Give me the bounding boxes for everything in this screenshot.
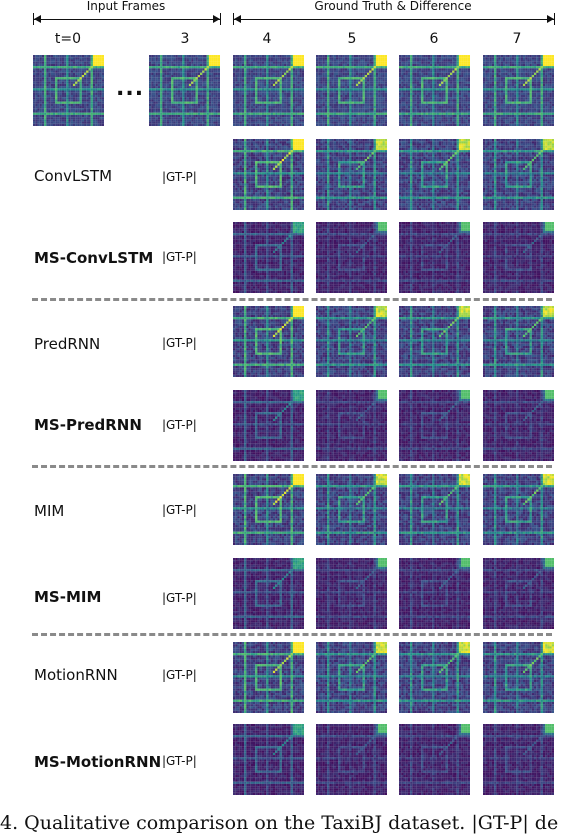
heatmap-frame: [483, 306, 554, 377]
heatmap-frame: [399, 642, 470, 713]
heatmap-frame: [483, 474, 554, 545]
model-label-predrnn: PredRNN: [34, 335, 100, 353]
ellipsis: ...: [116, 76, 144, 101]
gt-p-label: |GT-P|: [162, 250, 197, 264]
heatmap-frame: [399, 474, 470, 545]
heatmap-frame: [316, 474, 387, 545]
timestep-label: 5: [322, 31, 382, 47]
input-frames-label: Input Frames: [33, 0, 219, 13]
timestep-label: t=0: [38, 31, 98, 47]
figure-caption: 4. Qualitative comparison on the TaxiBJ …: [0, 812, 558, 834]
heatmap-frame: [316, 55, 387, 126]
model-label-motionrnn: MotionRNN: [34, 666, 118, 684]
gt-p-label: |GT-P|: [162, 418, 197, 432]
heatmap-frame: [233, 642, 304, 713]
ground-truth-bracket: [233, 13, 555, 25]
heatmap-frame: [399, 306, 470, 377]
ground-truth-label: Ground Truth & Difference: [233, 0, 553, 13]
heatmap-frame: [483, 55, 554, 126]
heatmap-frame: [233, 724, 304, 795]
heatmap-frame: [316, 306, 387, 377]
separator: [32, 298, 552, 301]
input-frames-bracket: [33, 13, 221, 25]
heatmap-frame: [483, 558, 554, 629]
heatmap-frame: [399, 55, 470, 126]
model-label-ms-convlstm: MS-ConvLSTM: [34, 249, 153, 267]
model-label-ms-mim: MS-MIM: [34, 588, 101, 606]
gt-p-label: |GT-P|: [162, 503, 197, 517]
heatmap-frame: [399, 139, 470, 210]
timestep-label: 7: [487, 31, 547, 47]
model-label-ms-motionrnn: MS-MotionRNN: [34, 753, 161, 771]
heatmap-frame: [316, 390, 387, 461]
heatmap-frame: [399, 558, 470, 629]
heatmap-frame: [149, 55, 220, 126]
gt-p-label: |GT-P|: [162, 591, 197, 605]
heatmap-frame: [316, 558, 387, 629]
heatmap-frame: [483, 222, 554, 293]
model-label-ms-predrnn: MS-PredRNN: [34, 416, 142, 434]
heatmap-frame: [399, 390, 470, 461]
heatmap-frame: [233, 222, 304, 293]
heatmap-frame: [233, 306, 304, 377]
gt-p-label: |GT-P|: [162, 336, 197, 350]
heatmap-frame: [233, 55, 304, 126]
heatmap-frame: [233, 558, 304, 629]
heatmap-frame: [233, 474, 304, 545]
timestep-label: 3: [155, 31, 215, 47]
gt-p-label: |GT-P|: [162, 170, 197, 184]
heatmap-frame: [316, 139, 387, 210]
heatmap-frame: [483, 642, 554, 713]
heatmap-frame: [316, 642, 387, 713]
heatmap-frame: [233, 139, 304, 210]
gt-p-label: |GT-P|: [162, 754, 197, 768]
heatmap-frame: [483, 139, 554, 210]
heatmap-frame: [483, 390, 554, 461]
heatmap-frame: [316, 222, 387, 293]
heatmap-frame: [399, 222, 470, 293]
separator: [32, 633, 552, 636]
heatmap-frame: [33, 55, 104, 126]
timestep-label: 4: [237, 31, 297, 47]
heatmap-frame: [233, 390, 304, 461]
heatmap-frame: [483, 724, 554, 795]
model-label-convlstm: ConvLSTM: [34, 167, 112, 185]
timestep-label: 6: [404, 31, 464, 47]
model-label-mim: MIM: [34, 502, 64, 520]
heatmap-frame: [316, 724, 387, 795]
heatmap-frame: [399, 724, 470, 795]
gt-p-label: |GT-P|: [162, 668, 197, 682]
separator: [32, 465, 552, 468]
